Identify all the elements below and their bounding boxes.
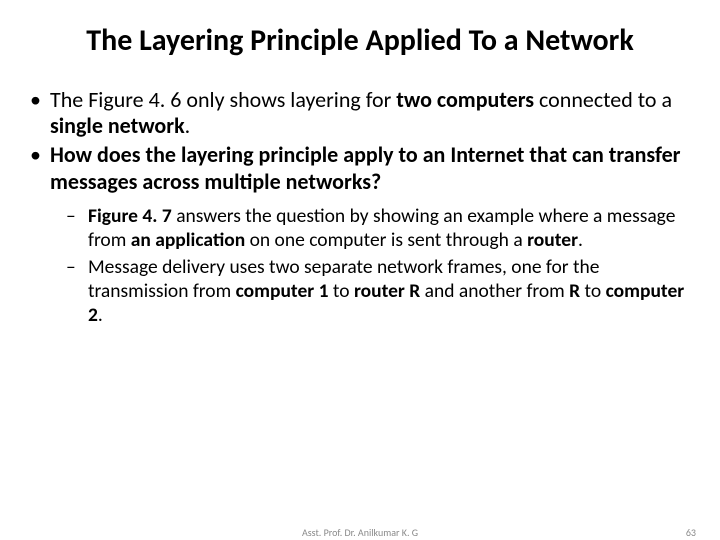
text-bold: an application [131,228,250,252]
bullet-item: The Figure 4. 6 only shows layering for … [28,87,702,141]
subbullet-item: Figure 4. 7 answers the question by show… [66,204,702,253]
text: only shows layering for [186,86,396,113]
text-bold: How does the layering principle apply to… [50,141,681,195]
text-bold: R [569,279,584,303]
text: The Figure 4. 6 [50,86,186,113]
text-bold: router R [354,279,425,303]
text-bold: computer 1 [236,279,333,303]
footer-page-number: 63 [686,526,696,539]
text: and another from [425,279,570,303]
text: connected to a [539,86,672,113]
text-bold: Figure 4. 7 [88,204,176,228]
text: . [185,112,191,139]
text-bold: single network [50,112,185,139]
slide: The Layering Principle Applied To a Netw… [0,0,720,540]
bullet-list-level2: Figure 4. 7 answers the question by show… [18,204,702,328]
text: to [585,279,606,303]
text: on one computer is sent through a [250,228,527,252]
text-bold: two computers [396,86,539,113]
text-bold: router [527,228,578,252]
bullet-list-level1: The Figure 4. 6 only shows layering for … [18,87,702,196]
text: . [578,228,583,252]
slide-title: The Layering Principle Applied To a Netw… [18,24,702,59]
bullet-item: How does the layering principle apply to… [28,142,702,196]
text: . [98,303,103,327]
text: to [333,279,354,303]
subbullet-item: Message delivery uses two separate netwo… [66,255,702,328]
footer-author: Asst. Prof. Dr. Anilkumar K. G [302,526,418,539]
